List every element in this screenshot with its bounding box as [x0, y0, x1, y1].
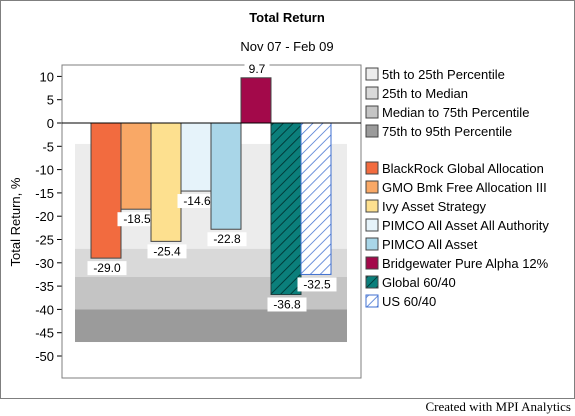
- legend-swatch-series-0: [365, 161, 379, 175]
- bar-3: [180, 122, 212, 192]
- y-tick-label: -30: [35, 256, 54, 271]
- data-label-6: -36.8: [273, 297, 301, 311]
- chart: Total Return Nov 07 - Feb 09 Total Retur…: [8, 10, 549, 379]
- bar-2: [150, 122, 182, 242]
- y-tick-label: -5: [42, 139, 54, 154]
- legend-label-series-2: Ivy Asset Strategy: [382, 199, 487, 214]
- y-tick-label: -20: [35, 209, 54, 224]
- legend-label-band-2: Median to 75th Percentile: [382, 105, 529, 120]
- legend-swatch-series-6: [365, 275, 379, 289]
- footer-credit: Created with MPI Analytics: [425, 399, 571, 414]
- plot-area: 10 5 0 -5 -10 -15 -20 -25 -30 -35 -40 -45 -50 -29.0 -1…: [35, 61, 362, 379]
- y-tick-label: -35: [35, 279, 54, 294]
- legend-swatch-series-3: [365, 218, 379, 232]
- legend-label-series-3: PIMCO All Asset All Authority: [382, 218, 549, 233]
- y-tick-label: 5: [47, 93, 54, 108]
- data-label-7: -32.5: [303, 277, 331, 291]
- legend-label-series-1: GMO Bmk Free Allocation III: [382, 180, 547, 195]
- y-tick-label: -15: [35, 186, 54, 201]
- legend-swatch-series-7: [365, 294, 379, 308]
- legend-swatch-series-5: [365, 256, 379, 270]
- legend-swatch-band-2: [365, 105, 379, 119]
- bar-6: [270, 122, 302, 295]
- legend-swatch-series-4: [365, 237, 379, 251]
- y-tick-label: 10: [40, 69, 54, 84]
- percentile-band-3: [75, 309, 347, 343]
- chart-subtitle: Nov 07 - Feb 09: [240, 39, 333, 54]
- y-tick-label: -10: [35, 163, 54, 178]
- bar-1: [120, 122, 152, 210]
- data-label-bg-2: [147, 244, 187, 259]
- y-tick-label: -50: [35, 349, 54, 364]
- data-label-5: 9.7: [249, 62, 266, 76]
- legend-label-series-4: PIMCO All Asset: [382, 237, 478, 252]
- legend-label-series-6: Global 60/40: [382, 275, 456, 290]
- data-label-bg-1: [117, 212, 157, 227]
- legend-swatch-band-0: [365, 67, 379, 81]
- legend-label-series-5: Bridgewater Pure Alpha 12%: [382, 256, 549, 271]
- bar-0: [90, 122, 122, 259]
- data-label-bg-0: [87, 261, 127, 276]
- legend-label-band-1: 25th to Median: [382, 86, 468, 101]
- legend-label-band-3: 75th to 95th Percentile: [382, 124, 512, 139]
- bar-5: [240, 77, 272, 124]
- data-label-0: -29.0: [93, 261, 121, 275]
- data-label-3: -14.6: [183, 194, 211, 208]
- chart-title: Total Return: [249, 10, 325, 25]
- y-tick-label: -45: [35, 326, 54, 341]
- y-tick-label: -40: [35, 302, 54, 317]
- bar-7: [300, 122, 332, 275]
- data-label-bg-7: [297, 277, 337, 292]
- legend-swatch-series-1: [365, 180, 379, 194]
- legend-label-band-0: 5th to 25th Percentile: [382, 67, 505, 82]
- legend-swatch-band-3: [365, 124, 379, 138]
- y-tick-label: -25: [35, 233, 54, 248]
- y-axis-label: Total Return, %: [8, 177, 23, 266]
- data-label-2: -25.4: [153, 244, 181, 258]
- data-label-bg-3: [177, 194, 217, 209]
- legend-label-series-7: US 60/40: [382, 294, 436, 309]
- data-label-1: -18.5: [123, 212, 151, 226]
- legend-swatch-band-1: [365, 86, 379, 100]
- data-label-4: -22.8: [213, 232, 241, 246]
- data-label-bg-6: [267, 297, 307, 312]
- legend: 5th to 25th Percentile 25th to Median Medi…: [365, 67, 549, 309]
- data-label-bg-5: [244, 61, 270, 76]
- y-tick-label: 0: [47, 116, 54, 131]
- data-label-bg-4: [207, 232, 247, 247]
- bar-4: [210, 122, 242, 230]
- legend-label-series-0: BlackRock Global Allocation: [382, 161, 544, 176]
- legend-swatch-series-2: [365, 199, 379, 213]
